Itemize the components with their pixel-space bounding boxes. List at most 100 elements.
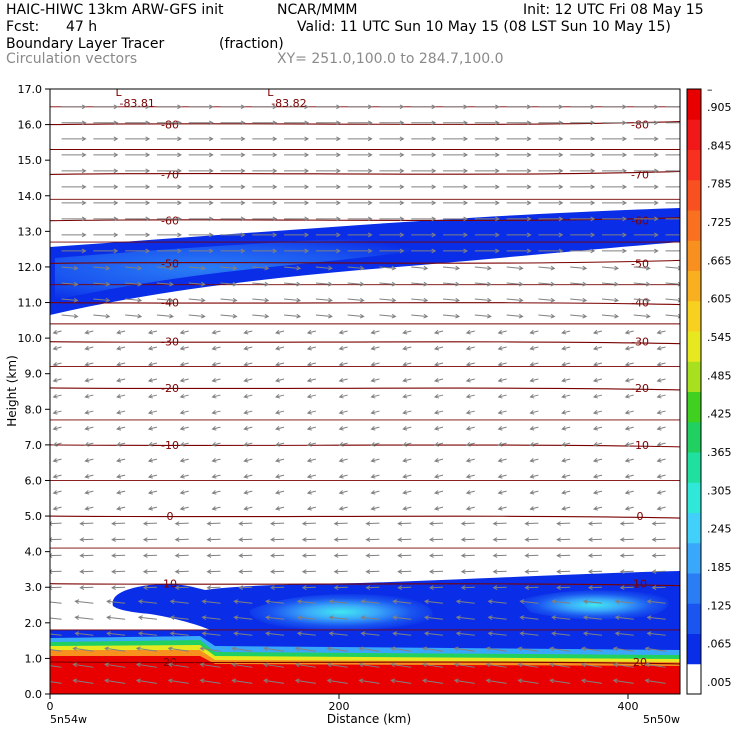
- circulation-vector: [601, 152, 628, 158]
- circulation-vector: [243, 409, 253, 415]
- circulation-vector: [624, 458, 634, 463]
- circulation-vector: [370, 345, 380, 351]
- circulation-vector: [465, 361, 475, 367]
- circulation-vector: [529, 409, 539, 415]
- circulation-vector: [211, 329, 221, 335]
- circulation-vector: [397, 553, 412, 558]
- circulation-vector: [93, 232, 119, 238]
- plot-area: -80 -80-70 -70-60 -60-50 -50-40 -40-30 -30-20-…: [50, 89, 680, 694]
- circulation-vector: [93, 120, 119, 126]
- colorbar-tick-label: .065: [707, 638, 732, 651]
- circulation-vector: [465, 409, 475, 415]
- circulation-vector: [243, 458, 253, 463]
- circulation-vector: [93, 265, 111, 271]
- circulation-vector: [646, 599, 666, 604]
- circulation-vector: [72, 646, 94, 652]
- circulation-vector: [434, 361, 444, 367]
- circulation-vector: [485, 662, 507, 668]
- circulation-vector: [556, 585, 571, 590]
- circulation-vector: [633, 281, 651, 287]
- circulation-vector: [561, 506, 571, 511]
- cross-section-endpoints: XY= 251.0,100.0 to 284.7,100.0: [277, 51, 504, 67]
- circulation-vector: [275, 474, 285, 479]
- circulation-vector: [106, 615, 126, 620]
- circulation-vector: [301, 537, 316, 542]
- circulation-vector: [411, 232, 437, 238]
- colorbar-tick-label: .485: [707, 369, 732, 382]
- circulation-vector: [206, 585, 221, 590]
- circulation-vector: [347, 265, 365, 271]
- circulation-vector: [453, 662, 475, 668]
- circulation-vector: [402, 458, 412, 463]
- circulation-vector: [614, 599, 634, 604]
- circulation-vector: [506, 281, 524, 287]
- circulation-vector: [538, 168, 564, 174]
- circulation-vector: [538, 200, 564, 206]
- circulation-vector: [206, 569, 221, 574]
- circulation-vector: [275, 361, 285, 367]
- circulation-vector: [619, 521, 634, 526]
- circulation-vector: [570, 232, 596, 238]
- circulation-vector: [561, 345, 571, 351]
- circulation-vector: [169, 599, 189, 604]
- circulation-vector: [402, 490, 412, 495]
- circulation-vector: [587, 553, 602, 558]
- isotherm-line: [50, 365, 680, 368]
- circulation-vector: [411, 200, 437, 206]
- circulation-vector: [284, 232, 310, 238]
- circulation-vector: [252, 216, 278, 222]
- circulation-vector: [561, 393, 571, 399]
- circulation-vector: [434, 458, 444, 463]
- circulation-vector: [315, 313, 333, 319]
- colorbar-swatch: [687, 452, 701, 483]
- field-name: Boundary Layer Tracer: [6, 36, 165, 52]
- colorbar-tick-label: .845: [707, 139, 732, 152]
- circulation-vector: [624, 361, 634, 367]
- circulation-vector: [370, 474, 380, 479]
- circulation-vector: [434, 474, 444, 479]
- circulation-vector: [125, 152, 151, 158]
- circulation-vector: [612, 646, 634, 652]
- circulation-vector: [137, 631, 157, 636]
- circulation-vector: [315, 297, 333, 303]
- circulation-vector: [379, 216, 405, 222]
- circulation-vector: [167, 662, 189, 668]
- circulation-vector: [460, 585, 475, 590]
- circulation-vector: [326, 646, 348, 652]
- x-axis-title: Distance (km): [327, 712, 411, 726]
- circulation-vector: [402, 377, 412, 383]
- circulation-vector: [601, 281, 620, 287]
- circulation-vector: [179, 442, 189, 447]
- circulation-vector: [665, 138, 680, 140]
- circulation-vector: [580, 662, 603, 668]
- circulation-vector: [347, 136, 373, 142]
- circulation-vector: [50, 665, 62, 668]
- circulation-vector: [142, 521, 157, 526]
- circulation-vector: [306, 409, 316, 415]
- circulation-vector: [238, 569, 253, 574]
- circulation-vector: [365, 521, 380, 526]
- circulation-vector: [84, 409, 94, 415]
- circulation-vector: [220, 297, 238, 303]
- circulation-vector: [497, 377, 507, 383]
- field-units: (fraction): [219, 36, 284, 52]
- circulation-vector: [556, 537, 571, 542]
- circulation-vector: [570, 120, 596, 126]
- circulation-vector: [167, 678, 189, 684]
- circulation-vector: [656, 377, 666, 383]
- circulation-vector: [211, 426, 221, 431]
- circulation-vector: [392, 631, 412, 636]
- circulation-vector: [561, 361, 571, 367]
- circulation-vector: [601, 248, 628, 254]
- circulation-vector: [506, 265, 524, 271]
- circulation-vector: [633, 248, 659, 254]
- circulation-vector: [125, 104, 151, 110]
- circulation-vector: [220, 152, 246, 158]
- circulation-vector: [301, 553, 316, 558]
- y-tick-label: 4.0: [25, 546, 43, 559]
- circulation-vector: [397, 537, 412, 542]
- circulation-vector: [506, 216, 532, 222]
- circulation-vector: [402, 442, 412, 447]
- circulation-vector: [465, 393, 475, 399]
- circulation-vector: [206, 553, 221, 558]
